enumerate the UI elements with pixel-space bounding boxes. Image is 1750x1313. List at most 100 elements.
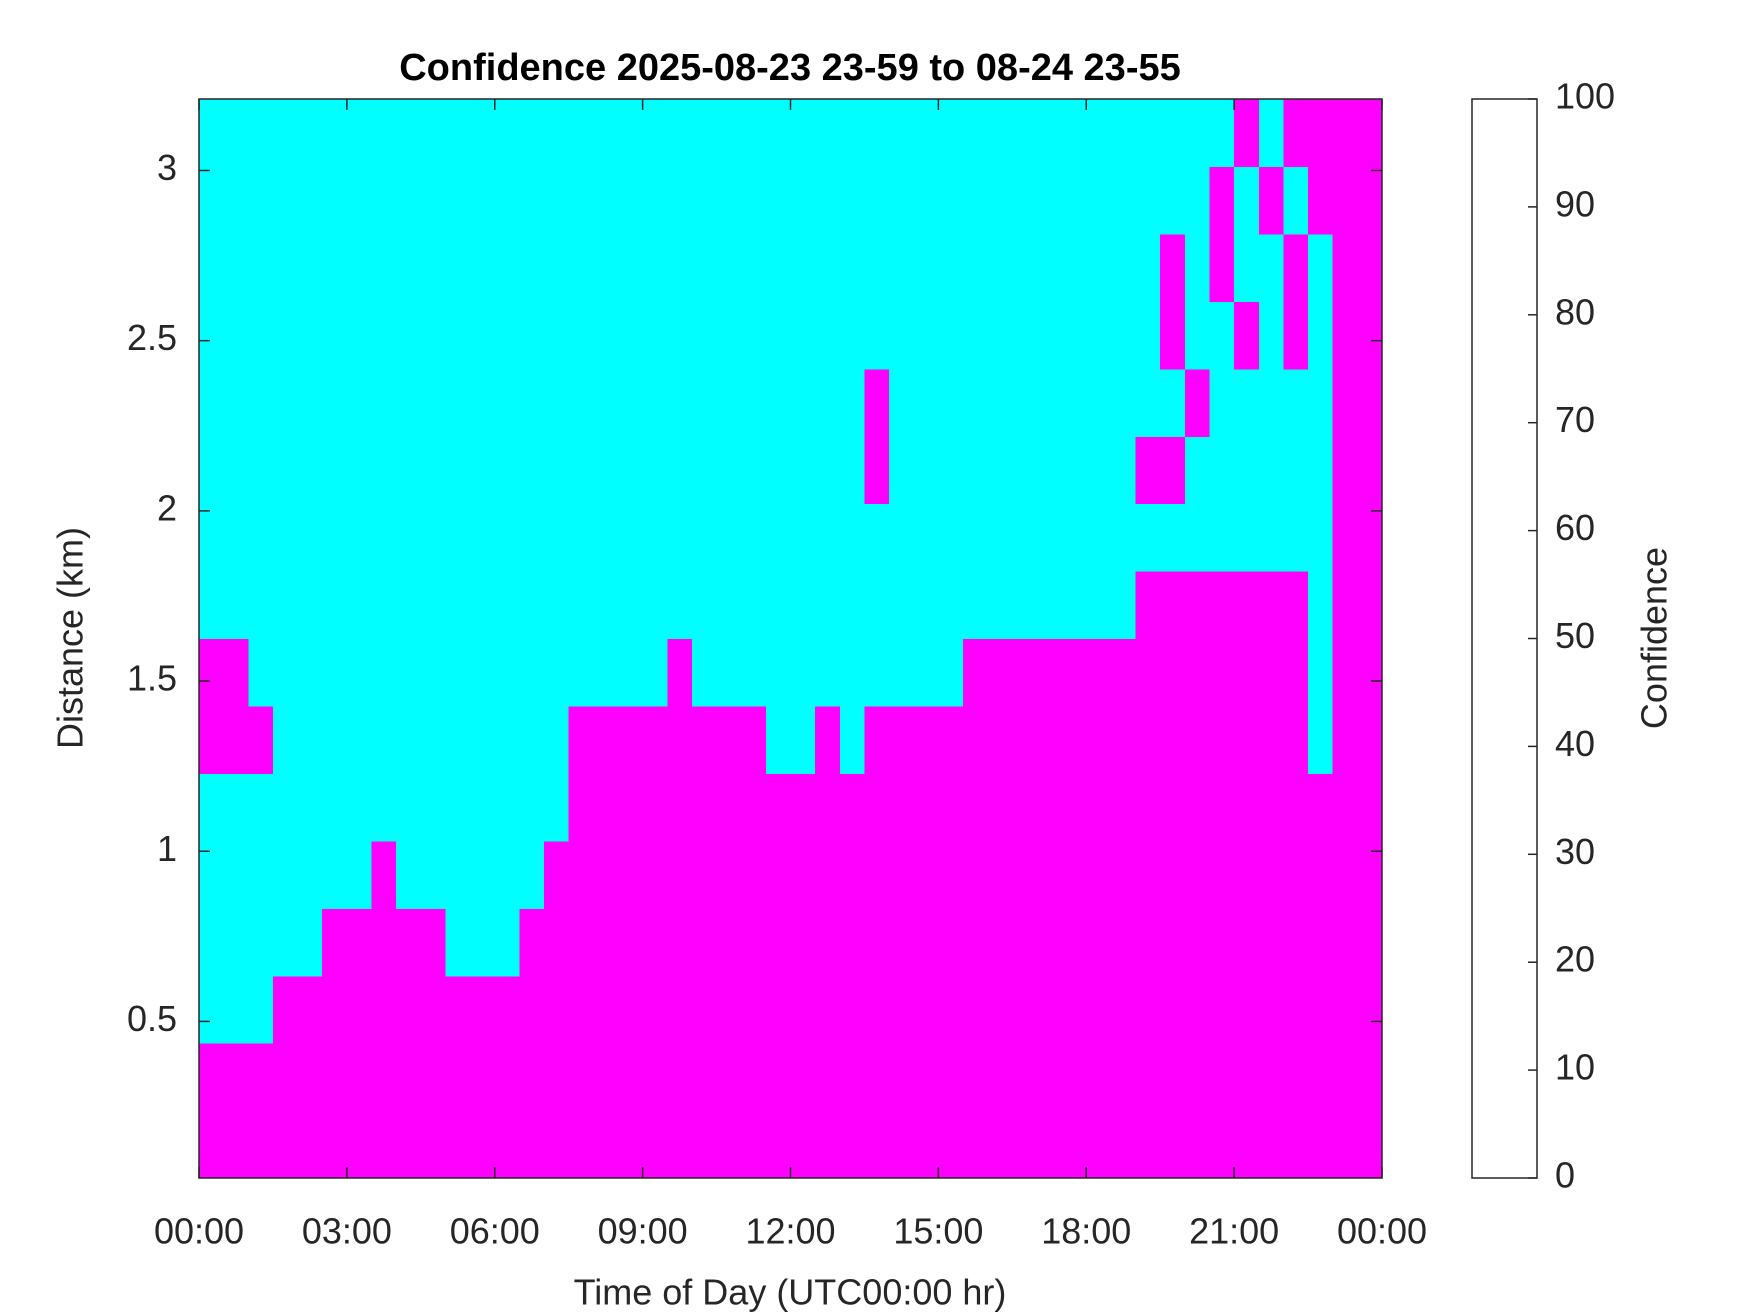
heatmap-cell bbox=[470, 975, 496, 1044]
heatmap-cell bbox=[987, 1110, 1013, 1179]
heatmap-cell bbox=[568, 1110, 594, 1179]
heatmap-cell bbox=[272, 975, 299, 1044]
heatmap-cell bbox=[1012, 301, 1038, 370]
heatmap-cell bbox=[815, 503, 841, 572]
heatmap-cell bbox=[223, 840, 249, 909]
heatmap-cell bbox=[1332, 705, 1358, 774]
heatmap-cell bbox=[199, 975, 225, 1044]
heatmap-cell bbox=[346, 1110, 373, 1179]
heatmap-cell bbox=[272, 436, 299, 505]
heatmap-cell bbox=[297, 301, 323, 370]
heatmap-cell bbox=[494, 1110, 520, 1179]
heatmap-cell bbox=[716, 975, 742, 1044]
heatmap-cell bbox=[642, 1110, 668, 1179]
heatmap-cell bbox=[568, 99, 594, 168]
heatmap-cell bbox=[815, 638, 841, 707]
heatmap-cell bbox=[371, 503, 397, 572]
heatmap-cell bbox=[199, 368, 225, 437]
colorbar-tick-label: 0 bbox=[1555, 1155, 1575, 1196]
heatmap-cell bbox=[839, 975, 866, 1044]
heatmap-cell bbox=[938, 705, 964, 774]
heatmap-cell bbox=[1332, 1110, 1358, 1179]
heatmap-cell bbox=[642, 503, 668, 572]
heatmap-cell bbox=[691, 773, 718, 842]
heatmap-cell bbox=[445, 773, 471, 842]
heatmap-cell bbox=[667, 166, 693, 235]
heatmap-cell bbox=[494, 166, 520, 235]
heatmap-cell bbox=[938, 1110, 964, 1179]
heatmap-cell bbox=[1209, 571, 1235, 640]
heatmap-cell bbox=[1283, 301, 1309, 370]
heatmap-cell bbox=[1160, 773, 1186, 842]
heatmap-cell bbox=[297, 908, 323, 977]
heatmap-cell bbox=[1135, 1110, 1161, 1179]
heatmap-cell bbox=[1283, 975, 1309, 1044]
heatmap-cell bbox=[1110, 301, 1137, 370]
heatmap-cell bbox=[716, 638, 742, 707]
heatmap-cell bbox=[1061, 436, 1087, 505]
heatmap-cell bbox=[963, 571, 989, 640]
heatmap-cell bbox=[889, 503, 915, 572]
heatmap-cell bbox=[272, 233, 299, 302]
heatmap-cell bbox=[1012, 908, 1038, 977]
heatmap-cell bbox=[494, 840, 520, 909]
heatmap-cell bbox=[248, 1043, 274, 1112]
heatmap-cell bbox=[322, 571, 348, 640]
heatmap-cell bbox=[248, 503, 274, 572]
heatmap-cell bbox=[272, 705, 299, 774]
heatmap-cell bbox=[839, 571, 866, 640]
heatmap-cell bbox=[445, 638, 471, 707]
heatmap-cell bbox=[1061, 301, 1087, 370]
heatmap-cell bbox=[544, 638, 570, 707]
heatmap-cell bbox=[963, 908, 989, 977]
heatmap-cell bbox=[1184, 503, 1211, 572]
heatmap-cell bbox=[1160, 166, 1186, 235]
heatmap-cell bbox=[568, 773, 594, 842]
heatmap-cell bbox=[223, 301, 249, 370]
heatmap-cell bbox=[938, 233, 964, 302]
heatmap-cell bbox=[1061, 908, 1087, 977]
heatmap-cell bbox=[1234, 908, 1260, 977]
heatmap-cell bbox=[642, 840, 668, 909]
heatmap-cell bbox=[864, 705, 890, 774]
heatmap-cell bbox=[1086, 975, 1112, 1044]
heatmap-cell bbox=[322, 840, 348, 909]
heatmap-cell bbox=[963, 233, 989, 302]
heatmap-cell bbox=[297, 1110, 323, 1179]
heatmap-cell bbox=[790, 166, 816, 235]
heatmap-cell bbox=[889, 773, 915, 842]
heatmap-cell bbox=[1135, 840, 1161, 909]
heatmap-cell bbox=[815, 975, 841, 1044]
heatmap-cell bbox=[963, 1110, 989, 1179]
heatmap-cell bbox=[691, 233, 718, 302]
heatmap-cell bbox=[938, 975, 964, 1044]
heatmap-cell bbox=[322, 166, 348, 235]
heatmap-cell bbox=[913, 638, 939, 707]
heatmap-cell bbox=[691, 1110, 718, 1179]
heatmap-cell bbox=[1258, 571, 1285, 640]
heatmap-cell bbox=[839, 368, 866, 437]
heatmap-cell bbox=[1135, 1043, 1161, 1112]
heatmap-cell bbox=[346, 166, 373, 235]
heatmap-cell bbox=[815, 436, 841, 505]
heatmap-cell bbox=[248, 233, 274, 302]
heatmap-cell bbox=[1332, 571, 1358, 640]
heatmap-cell bbox=[494, 638, 520, 707]
heatmap-cell bbox=[1036, 233, 1063, 302]
heatmap-cell bbox=[815, 1043, 841, 1112]
heatmap-cell bbox=[199, 99, 225, 168]
heatmap-cell bbox=[371, 975, 397, 1044]
heatmap-cell bbox=[1283, 368, 1309, 437]
heatmap-cell bbox=[519, 840, 545, 909]
heatmap-cell bbox=[667, 1043, 693, 1112]
x-tick-label: 00:00 bbox=[154, 1211, 244, 1252]
heatmap-cell bbox=[1036, 773, 1063, 842]
heatmap-cell bbox=[889, 99, 915, 168]
heatmap-cell bbox=[765, 301, 792, 370]
heatmap-cell bbox=[1184, 571, 1211, 640]
heatmap-cell bbox=[617, 571, 644, 640]
heatmap-cell bbox=[1110, 975, 1137, 1044]
heatmap-cell bbox=[1012, 233, 1038, 302]
heatmap-cell bbox=[371, 368, 397, 437]
heatmap-cell bbox=[445, 840, 471, 909]
